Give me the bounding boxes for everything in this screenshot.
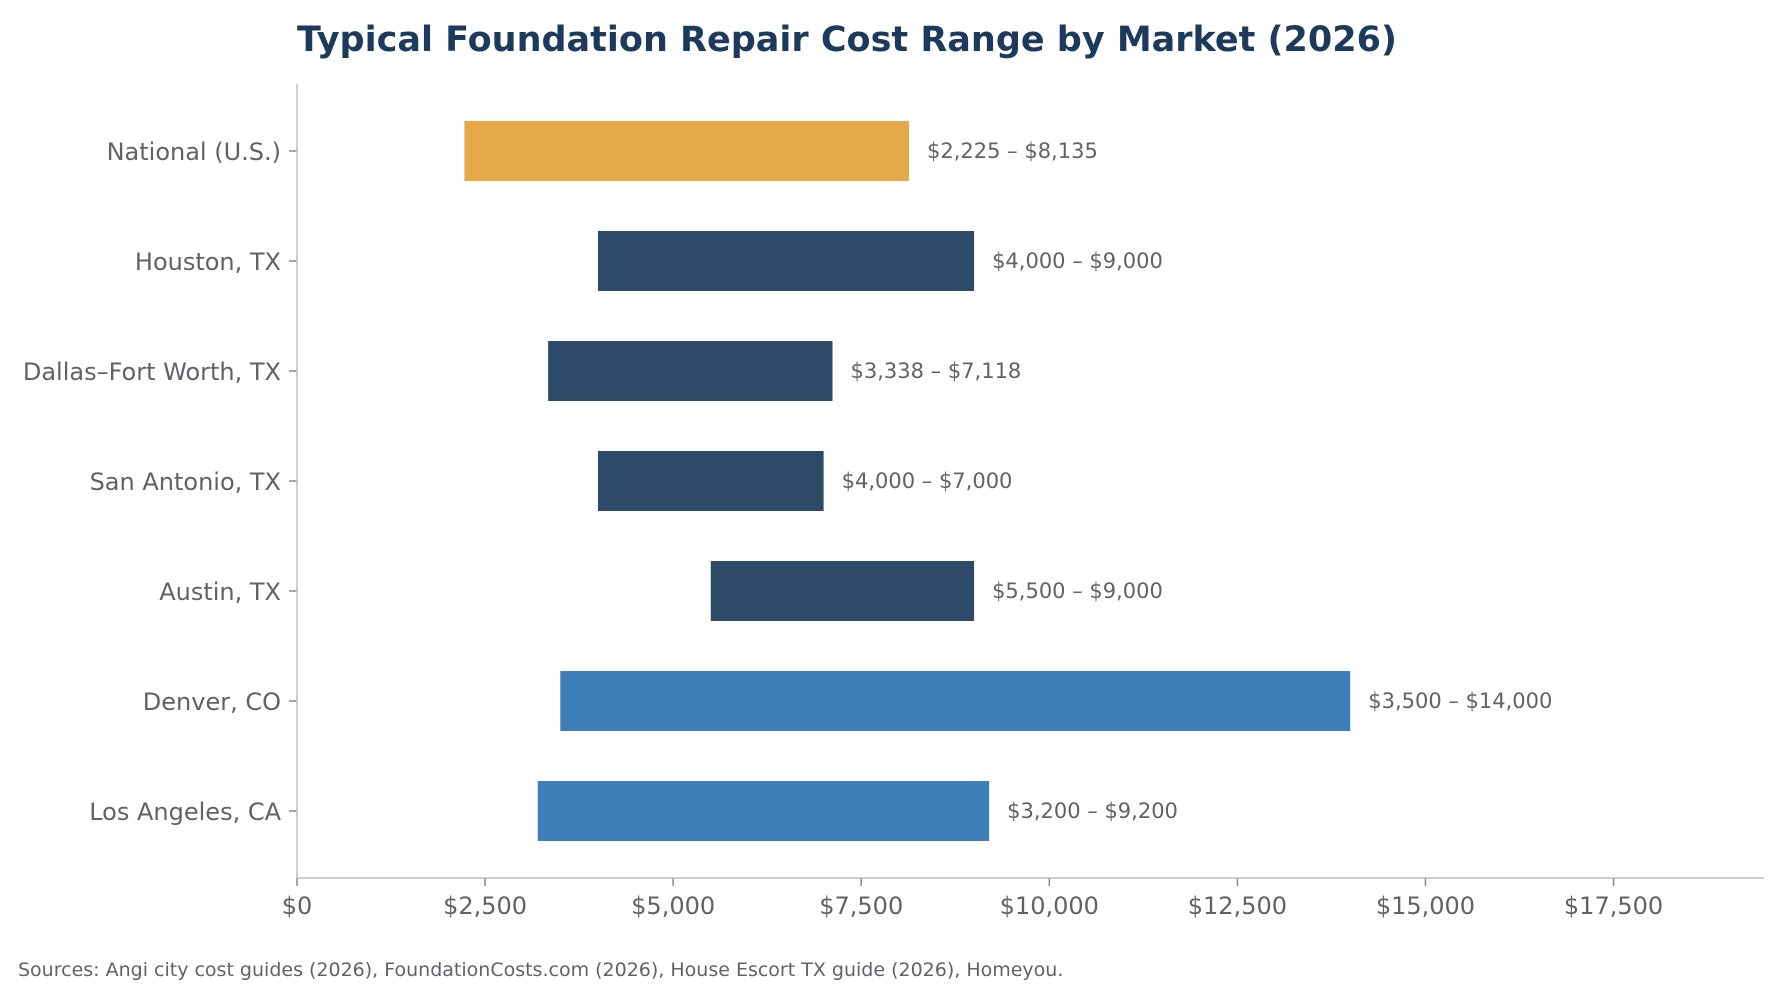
data-label: $2,225 – $8,135 — [927, 139, 1098, 163]
range-bar — [710, 561, 975, 621]
category-label: Austin, TX — [159, 578, 281, 606]
data-label: $5,500 – $9,000 — [992, 579, 1163, 603]
bars-group — [464, 121, 1351, 841]
range-bar — [560, 671, 1351, 731]
category-label: Dallas–Fort Worth, TX — [23, 358, 281, 386]
category-label: National (U.S.) — [107, 138, 281, 166]
x-tick-label: $2,500 — [443, 892, 527, 920]
category-label: Denver, CO — [143, 688, 281, 716]
x-axis-ticks: $0 $2,500 $5,000 $7,500 $10,000 $12,500 $15,00… — [282, 878, 1663, 920]
x-tick-label: $17,500 — [1564, 892, 1663, 920]
x-tick-label: $7,500 — [819, 892, 903, 920]
range-bar — [537, 781, 990, 841]
source-note: Sources: Angi city cost guides (2026), F… — [18, 959, 1063, 981]
category-label: Los Angeles, CA — [89, 798, 281, 826]
data-label: $4,000 – $7,000 — [842, 469, 1013, 493]
chart-title: Typical Foundation Repair Cost Range by … — [297, 20, 1397, 60]
category-label: San Antonio, TX — [90, 468, 281, 496]
data-label: $3,200 – $9,200 — [1007, 799, 1178, 823]
x-tick-label: $10,000 — [1000, 892, 1099, 920]
x-tick-label: $5,000 — [631, 892, 715, 920]
x-tick-label: $0 — [282, 892, 313, 920]
data-label: $3,338 – $7,118 — [850, 359, 1021, 383]
category-labels: National (U.S.) Houston, TX Dallas–Fort Wo… — [23, 138, 297, 826]
range-bar — [597, 231, 975, 291]
data-label: $4,000 – $9,000 — [992, 249, 1163, 273]
category-label: Houston, TX — [135, 248, 281, 276]
data-labels: $2,225 – $8,135 $4,000 – $9,000 $3,338 – $… — [842, 139, 1553, 823]
data-label: $3,500 – $14,000 — [1368, 689, 1552, 713]
x-tick-label: $12,500 — [1188, 892, 1287, 920]
range-bar — [548, 341, 833, 401]
x-tick-label: $15,000 — [1376, 892, 1475, 920]
range-bar — [597, 451, 824, 511]
range-bar — [464, 121, 910, 181]
